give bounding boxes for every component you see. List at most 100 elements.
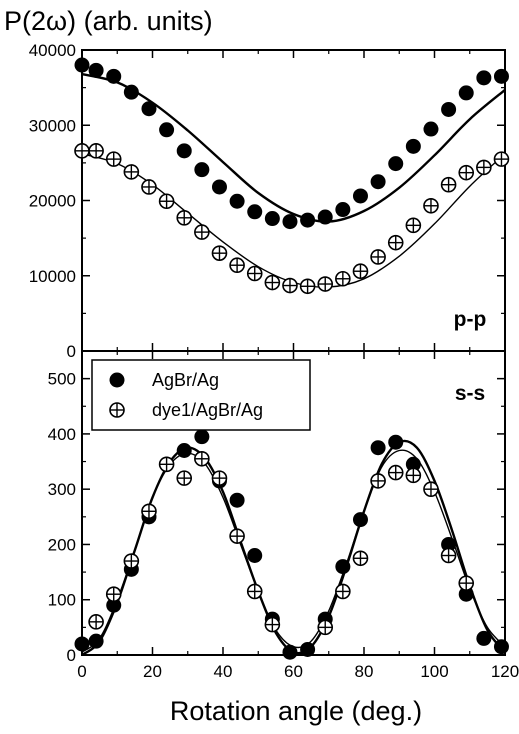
marker-filled-circle [370,440,386,456]
marker-crossed-circle [440,547,457,564]
x-axis-title: Rotation angle (deg.) [170,696,422,726]
x-tick-label: 0 [77,662,86,681]
marker-filled-circle [493,639,509,655]
y-tick-label: 30000 [29,116,76,135]
marker-crossed-circle [194,450,210,467]
marker-filled-circle [176,143,192,159]
marker-filled-circle [335,559,351,575]
x-tick-label: 80 [355,662,374,681]
marker-filled-circle [229,492,245,508]
x-tick-label: 100 [420,662,448,681]
marker-crossed-circle [194,224,210,240]
legend-label: AgBr/Ag [152,370,219,390]
marker-crossed-circle [317,619,334,636]
y-tick-label: 20000 [29,192,76,211]
panel-label: p-p [454,308,487,331]
marker-filled-circle [74,57,90,73]
legend-box [91,359,311,431]
x-tick-label: 20 [143,662,162,681]
marker-crossed-circle [105,586,122,603]
marker-crossed-circle [352,263,369,280]
marker-filled-circle [194,429,210,445]
marker-crossed-circle [109,402,125,418]
marker-filled-circle [405,456,421,472]
marker-filled-circle [352,188,368,204]
marker-crossed-circle [123,553,140,569]
marker-filled-circle [335,202,351,218]
plot-frame [81,49,506,352]
marker-crossed-circle [158,193,175,210]
marker-crossed-circle [476,159,492,176]
marker-crossed-circle [176,470,193,486]
marker-filled-circle [458,586,474,602]
legend-entry: dye1/AgBr/Ag [109,400,263,420]
series-filled-circle [74,429,509,660]
marker-crossed-circle [423,197,439,214]
s-s-panel: 0 100 200 300 400 500 0 20 40 60 80 100 120 s-s [48,350,519,681]
series-crossed-circle [74,143,510,295]
marker-crossed-circle [440,176,457,193]
marker-crossed-circle [282,277,298,294]
marker-crossed-circle [405,217,422,234]
marker-crossed-circle [229,257,245,274]
marker-crossed-circle [423,481,439,497]
marker-filled-circle [264,211,280,227]
series-crossed-circle [88,450,475,636]
marker-filled-circle [282,644,298,660]
panel-label: s-s [455,382,485,405]
marker-filled-circle [458,85,474,101]
y-tick-label: 0 [67,342,76,361]
marker-filled-circle [476,630,492,646]
marker-filled-circle [123,84,139,100]
legend: AgBr/Ag dye1/AgBr/Ag [91,359,311,431]
marker-crossed-circle [493,151,510,167]
marker-crossed-circle [264,616,281,633]
marker-crossed-circle [335,270,351,287]
marker-crossed-circle [88,143,104,159]
marker-filled-circle [370,174,386,190]
marker-crossed-circle [158,456,175,473]
fit-curve [81,439,506,656]
marker-filled-circle [388,434,404,450]
marker-filled-circle [282,214,298,230]
y-tick-label: 100 [48,591,76,610]
marker-filled-circle [441,101,457,117]
marker-filled-circle [441,536,457,552]
marker-crossed-circle [458,164,475,181]
marker-filled-circle [388,156,404,172]
marker-crossed-circle [229,528,245,544]
marker-crossed-circle [387,464,404,481]
marker-crossed-circle [405,467,422,484]
marker-filled-circle [247,204,263,220]
marker-crossed-circle [105,151,122,167]
y-tick-label: 300 [48,480,76,499]
marker-crossed-circle [264,274,281,291]
marker-filled-circle [423,121,439,137]
y-tick-label: 400 [48,425,76,444]
marker-crossed-circle [370,473,386,489]
y-tick-label: 0 [67,646,76,665]
marker-filled-circle [476,70,492,86]
marker-crossed-circle [335,583,351,600]
marker-filled-circle [141,101,157,117]
marker-filled-circle [405,138,421,154]
marker-filled-circle [194,162,210,178]
marker-filled-circle [109,372,125,388]
marker-crossed-circle [74,143,90,159]
marker-filled-circle [229,193,245,209]
marker-crossed-circle [211,245,228,261]
legend-entry: AgBr/Ag [109,370,219,390]
marker-crossed-circle [176,210,193,226]
y-tick-label: 10000 [29,267,76,286]
marker-crossed-circle [317,276,334,292]
marker-crossed-circle [141,503,157,520]
marker-crossed-circle [370,249,386,265]
marker-filled-circle [317,209,333,225]
marker-filled-circle [211,179,227,195]
y-tick-label: 500 [48,370,76,389]
marker-crossed-circle [88,614,104,630]
x-tick-label: 120 [491,662,519,681]
marker-filled-circle [88,62,104,78]
y-tick-label: 200 [48,535,76,554]
marker-filled-circle [493,68,509,84]
